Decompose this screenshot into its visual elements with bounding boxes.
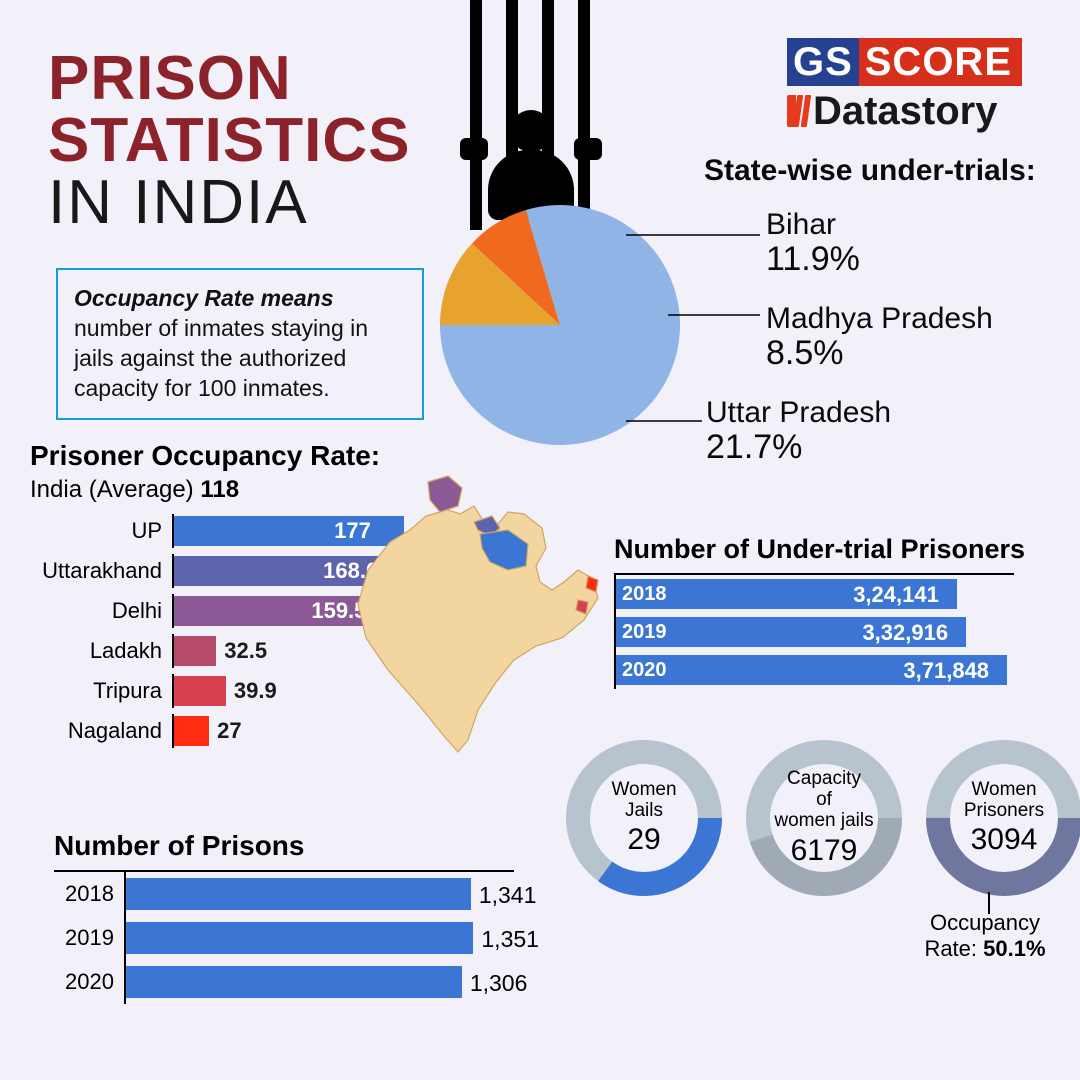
- undertrial-row: 20203,71,848: [616, 651, 1014, 689]
- donut: WomenJails29: [566, 740, 722, 896]
- occupancy-title: Prisoner Occupancy Rate:: [30, 440, 510, 472]
- logo-accent-icon: [787, 95, 809, 127]
- logo-datastory: Datastory: [813, 89, 998, 133]
- undertrial-chart: Number of Under-trial Prisoners 20183,24…: [614, 534, 1044, 689]
- pie-chart: [430, 195, 690, 455]
- title-line3: IN INDIA: [48, 172, 410, 234]
- main-title: PRISON STATISTICS IN INDIA: [48, 48, 410, 234]
- donut: WomenPrisoners3094: [926, 740, 1080, 896]
- women-stats-donuts: WomenJails29Capacityofwomen jails6179Wom…: [566, 740, 1080, 896]
- pie-label-2: Uttar Pradesh21.7%: [706, 396, 891, 466]
- undertrial-row: 20183,24,141: [616, 575, 1014, 613]
- logo-row2: Datastory: [787, 89, 1022, 134]
- prisons-row: 20201,306: [54, 960, 514, 1004]
- undertrial-row: 20193,32,916: [616, 613, 1014, 651]
- logo-gs: GS: [787, 38, 859, 86]
- definition-lead: Occupancy Rate means: [74, 285, 334, 311]
- definition-rest: number of inmates staying in jails again…: [74, 315, 368, 401]
- title-line1: PRISON: [48, 48, 410, 110]
- india-map-icon: [340, 470, 620, 760]
- prisons-chart: Number of Prisons 20181,34120191,3512020…: [54, 830, 514, 1004]
- prisons-row: 20191,351: [54, 916, 514, 960]
- pie-label-1: Madhya Pradesh8.5%: [766, 302, 993, 372]
- definition-box: Occupancy Rate means number of inmates s…: [56, 268, 424, 420]
- pie-label-0: Bihar11.9%: [766, 208, 860, 278]
- prisons-row: 20181,341: [54, 872, 514, 916]
- brand-logo: GSSCORE Datastory: [787, 40, 1022, 134]
- women-occupancy-label: Occupancy Rate: 50.1%: [910, 910, 1060, 962]
- logo-row1: GSSCORE: [787, 40, 1022, 85]
- prisons-title: Number of Prisons: [54, 830, 514, 862]
- title-line2: STATISTICS: [48, 110, 410, 172]
- undertrial-title: Number of Under-trial Prisoners: [614, 534, 1044, 565]
- logo-score: SCORE: [859, 38, 1022, 86]
- pie-title: State-wise under-trials:: [704, 154, 1036, 188]
- donut: Capacityofwomen jails6179: [746, 740, 902, 896]
